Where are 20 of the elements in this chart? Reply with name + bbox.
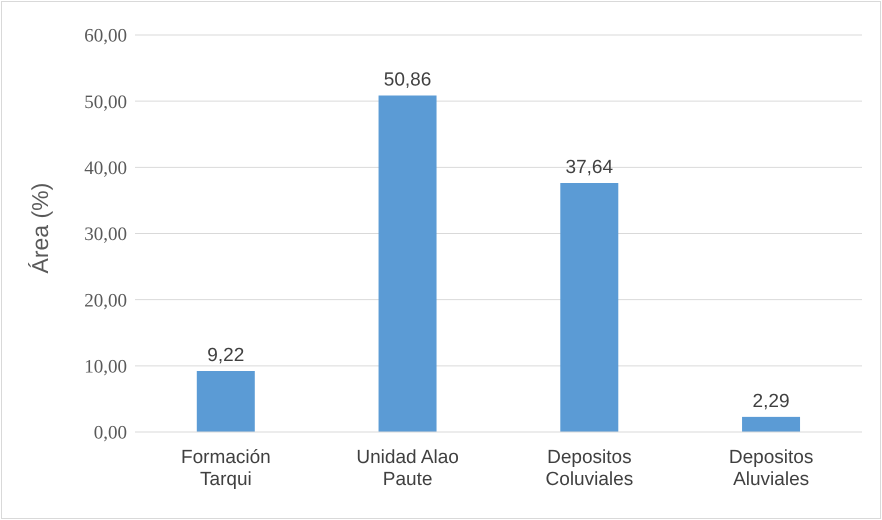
bar — [560, 182, 618, 432]
data-label: 37,64 — [566, 156, 614, 178]
x-tick-label: Formación Tarqui — [181, 447, 271, 490]
y-tick-label: 40,00 — [84, 158, 127, 180]
y-tick-label: 0,00 — [94, 422, 127, 444]
y-tick-label: 50,00 — [84, 92, 127, 113]
y-axis-title: Área (%) — [27, 182, 54, 274]
y-tick-label: 30,00 — [84, 224, 127, 246]
x-tick-label: Depositos Aluviales — [728, 447, 814, 490]
data-label: 50,86 — [384, 69, 432, 90]
y-tick-label: 10,00 — [84, 356, 127, 378]
bar — [378, 95, 437, 432]
y-tick-label: 20,00 — [84, 290, 127, 312]
x-tick-label: Depositos Coluviales — [546, 447, 634, 490]
data-label: 9,22 — [207, 344, 244, 366]
data-label: 2,29 — [752, 390, 790, 412]
bar — [196, 370, 255, 432]
y-tick-label: 60,00 — [84, 26, 127, 47]
bar — [742, 416, 800, 432]
x-tick-label: Unidad Alao Paute — [356, 447, 459, 490]
